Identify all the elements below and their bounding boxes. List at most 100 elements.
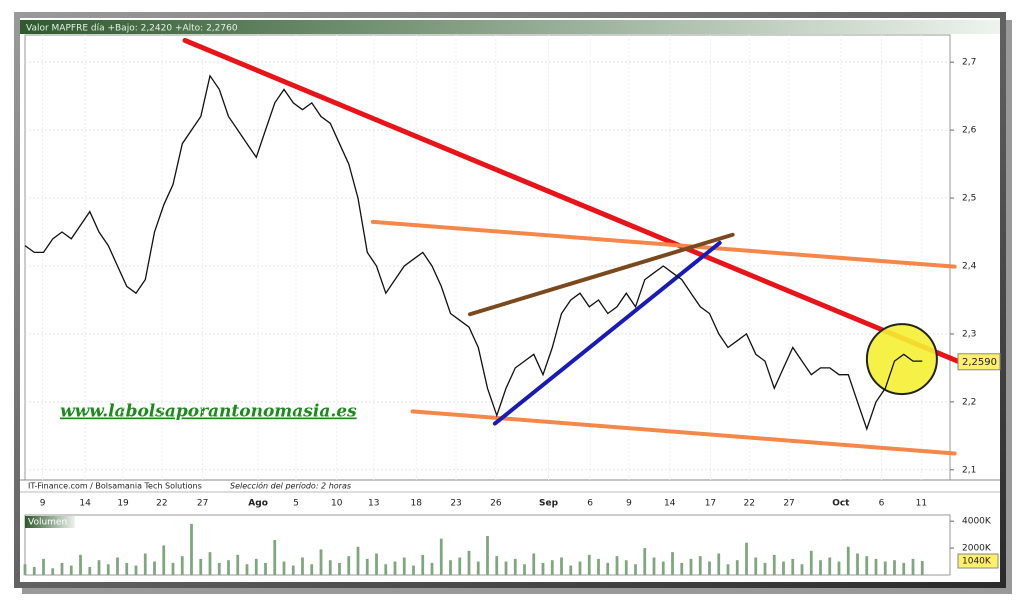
x-tick-label: 27 — [197, 499, 208, 509]
volume-bar — [60, 562, 64, 575]
volume-bar — [587, 554, 591, 575]
volume-bar — [338, 562, 341, 575]
volume-bar — [698, 556, 702, 575]
volume-bar — [541, 562, 545, 575]
x-tick-label: 17 — [705, 499, 716, 509]
volume-bar — [911, 558, 915, 575]
volume-bar — [634, 564, 637, 575]
volume-bar — [227, 560, 230, 575]
x-tick-label: 22 — [744, 499, 755, 509]
volume-bar — [32, 566, 36, 575]
volume-bar — [883, 561, 887, 575]
volume-bar — [384, 564, 388, 575]
volume-bar — [134, 565, 138, 575]
volume-bar — [782, 561, 785, 575]
volume-bar — [42, 558, 45, 575]
trend-line — [182, 37, 962, 365]
volume-bar — [671, 552, 674, 575]
volume-bar — [69, 565, 73, 575]
volume-bar — [79, 554, 82, 575]
volume-bar — [88, 566, 92, 575]
volume-bar — [421, 554, 425, 575]
x-tick-label: Oct — [832, 499, 850, 509]
x-tick-label: 27 — [783, 499, 794, 509]
volume-bar — [772, 554, 776, 575]
volume-bar — [809, 550, 813, 575]
volume-bar — [763, 562, 767, 575]
volume-bar — [273, 540, 277, 575]
volume-bar — [513, 558, 517, 575]
volume-bar — [624, 560, 628, 575]
volume-bar — [319, 549, 323, 575]
volume-bar — [217, 562, 221, 575]
volume-bar — [282, 561, 286, 575]
volume-bar — [606, 562, 610, 575]
volume-bar — [532, 553, 536, 575]
volume-bar — [199, 558, 203, 575]
volume-bar — [430, 562, 434, 575]
volume-bar — [550, 560, 554, 575]
volume-bar — [402, 557, 406, 575]
x-tick-label: 22 — [156, 499, 167, 509]
x-tick-label: 10 — [331, 499, 343, 509]
last-price-box — [957, 353, 1001, 371]
last-volume-label: 1040K — [962, 557, 992, 567]
header-bar — [20, 20, 1000, 34]
volume-bar — [754, 557, 758, 575]
volume-bar — [97, 560, 101, 575]
volume-bar — [449, 560, 452, 575]
volume-bar — [800, 564, 804, 575]
x-tick-label: 14 — [664, 499, 676, 509]
volume-bar — [828, 557, 832, 575]
volume-bar — [467, 550, 471, 575]
volume-bar — [865, 556, 869, 575]
y-tick-label: 2000K — [962, 544, 992, 554]
volume-bar — [412, 565, 415, 575]
volume-bar — [791, 558, 795, 575]
y-tick-label: 4000K — [962, 517, 992, 527]
volume-bar — [689, 558, 693, 575]
trend-line — [492, 240, 722, 426]
volume-bar — [208, 552, 212, 575]
volume-bar — [23, 564, 27, 575]
volume-bar — [476, 561, 480, 575]
x-tick-label: 9 — [40, 499, 46, 509]
volume-title: Volumen — [28, 518, 67, 528]
volume-bar — [310, 564, 314, 575]
y-tick-label: 2,3 — [962, 329, 976, 339]
y-tick-label: 2,6 — [962, 126, 977, 136]
x-tick-label: 9 — [626, 499, 632, 509]
volume-bar — [569, 565, 573, 575]
volume-bar — [439, 538, 443, 575]
volume-bar — [162, 545, 166, 575]
volume-bar — [264, 562, 267, 575]
volume-bar — [902, 562, 906, 575]
volume-bar — [291, 565, 295, 575]
y-tick-label: 2,7 — [962, 58, 976, 68]
volume-bar — [171, 562, 175, 575]
volume-bar — [560, 557, 563, 575]
volume-bar — [356, 546, 360, 575]
volume-bar — [874, 558, 878, 575]
x-tick-label: 19 — [117, 499, 129, 509]
volume-bar — [106, 564, 110, 575]
y-tick-label: 2,5 — [962, 194, 976, 204]
volume-bar — [51, 568, 55, 575]
volume-bar — [846, 546, 850, 575]
volume-bar — [819, 560, 822, 575]
header-text: Valor MAPFRE día +Bajo: 2,2420 +Alto: 2,… — [26, 24, 238, 34]
volume-bar — [615, 556, 619, 575]
watermark: www.labolsaporantonomasia.es — [60, 402, 357, 422]
volume-bar — [504, 561, 508, 575]
y-tick-label: 2,2 — [962, 397, 976, 407]
plot-area — [24, 34, 951, 481]
last-price-label: 2,2590 — [962, 357, 997, 368]
highlight-circle — [865, 323, 938, 396]
volume-bar — [254, 558, 258, 575]
volume-bar — [708, 561, 711, 575]
x-tick-label: 26 — [490, 499, 502, 509]
volume-bar — [726, 564, 730, 575]
volume-bar — [745, 542, 748, 575]
volume-bar — [328, 560, 332, 575]
